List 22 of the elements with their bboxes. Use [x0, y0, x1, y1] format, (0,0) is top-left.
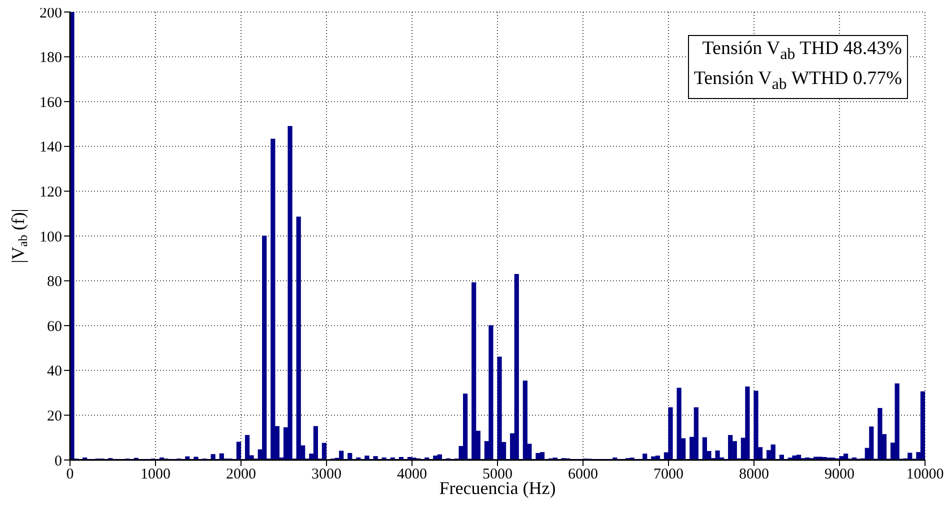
y-tick-label: 0 [54, 453, 62, 470]
y-tick-label: 40 [47, 364, 62, 380]
x-tick-label: 6000 [568, 466, 598, 483]
x-tick-label: 2000 [226, 466, 256, 483]
x-tick-label: 1000 [140, 466, 170, 483]
x-tick-label: 3000 [312, 466, 342, 483]
x-tick-label: 4000 [397, 466, 427, 483]
y-tick-label: 60 [47, 318, 62, 335]
x-tick-label: 0 [66, 466, 74, 483]
y-tick-label: 20 [47, 408, 62, 425]
x-tick-label: 9000 [824, 466, 854, 483]
x-tick-label: 8000 [739, 466, 769, 483]
y-tick-label: 120 [40, 184, 62, 201]
x-tick-label: 10000 [906, 466, 944, 483]
y-tick-label: 180 [40, 50, 62, 66]
annotation: Tensión V$_{ab}$ THD 48.43% [701, 37, 902, 65]
annotation: Tensión V$_{ab}$ WTHD 0.77% [694, 66, 902, 95]
y-tick-label: 160 [40, 94, 62, 111]
x-tick-label: 7000 [654, 466, 684, 483]
y-tick-label: 80 [47, 274, 62, 290]
y-tick-label: 100 [40, 229, 62, 246]
y-tick-label: 140 [40, 140, 62, 156]
